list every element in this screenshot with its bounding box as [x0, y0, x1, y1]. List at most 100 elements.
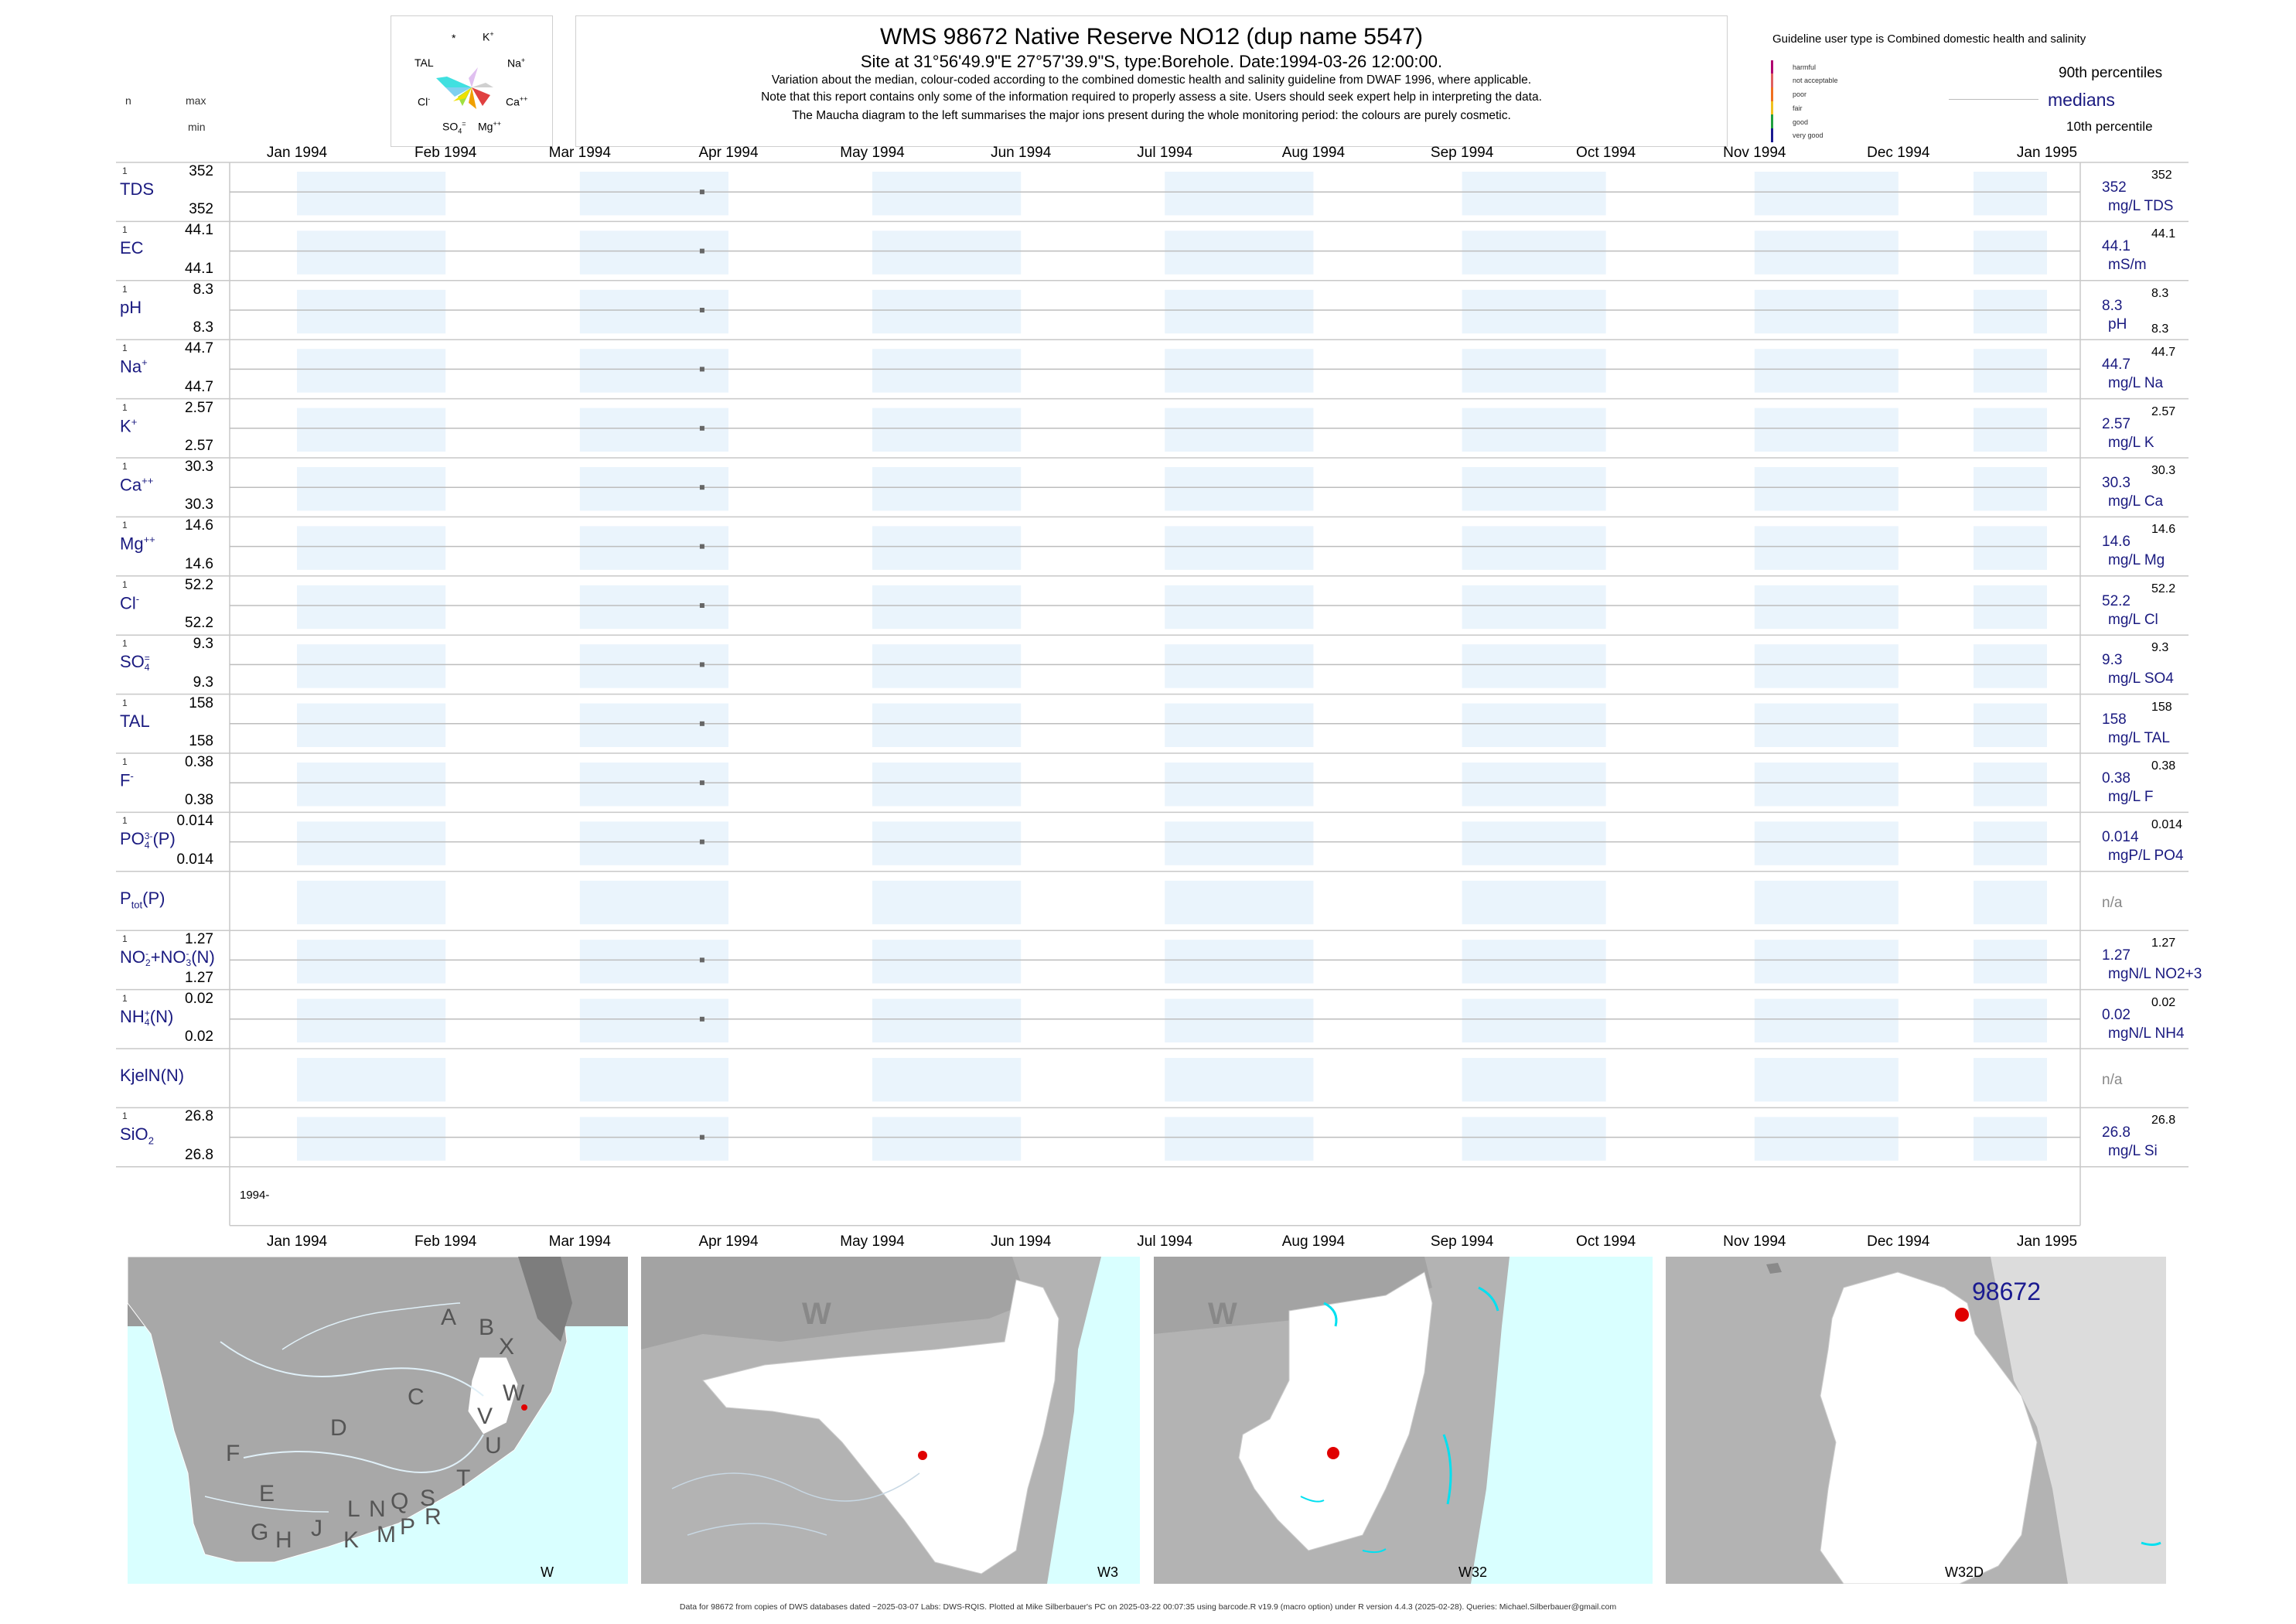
month-tick-top: Mar 1994	[548, 145, 611, 161]
map-w3-region-w: W	[802, 1297, 831, 1331]
month-band	[1462, 230, 1606, 275]
month-band	[579, 763, 728, 807]
month-band	[1974, 940, 2047, 984]
median-value: 14.6	[2102, 534, 2131, 551]
map-label-w: W	[541, 1564, 554, 1580]
month-band	[1165, 1058, 1314, 1102]
p90-value: 0.38	[2151, 759, 2176, 773]
median-value: 44.7	[2102, 357, 2131, 374]
month-band	[1754, 172, 1899, 216]
map-letter-p: P	[400, 1514, 416, 1540]
map-letter-v: V	[477, 1404, 493, 1429]
sample-point	[699, 248, 704, 254]
param-max: 52.2	[185, 576, 213, 593]
month-tick-bottom: Dec 1994	[1867, 1233, 1930, 1250]
month-tick-top: Sep 1994	[1430, 145, 1494, 161]
month-tick-bottom: Sep 1994	[1430, 1233, 1494, 1250]
sample-point	[699, 189, 704, 195]
p90-value: 1.27	[2151, 937, 2176, 950]
map-panel-w3: W W3	[641, 1257, 1140, 1584]
note-line-3: The Maucha diagram to the left summarise…	[792, 109, 1511, 122]
month-band	[1754, 703, 1899, 747]
month-band	[1974, 526, 2047, 570]
month-band	[1165, 172, 1314, 216]
maucha-k: K+	[483, 30, 494, 43]
p90-value: 8.3	[2151, 286, 2169, 300]
month-band	[1165, 998, 1314, 1042]
map-panel-w: A B X W C V D U F T E L N Q S J R G H K …	[128, 1257, 628, 1584]
footer-note: Data for 98672 from copies of DWS databa…	[679, 1602, 1617, 1612]
map-letter-s: S	[420, 1486, 436, 1511]
month-band	[872, 1058, 1022, 1102]
param-max: 2.57	[185, 399, 213, 416]
month-tick-top: Jan 1995	[2016, 145, 2078, 161]
unit-label: mg/L TDS	[2108, 198, 2174, 214]
param-name: Cl-	[120, 592, 140, 613]
param-max: 30.3	[185, 459, 213, 475]
max-header: max	[186, 94, 206, 107]
month-band	[1754, 1058, 1899, 1102]
month-band	[1974, 1117, 2047, 1161]
param-name: Ptot(P)	[120, 888, 165, 911]
month-band	[1754, 526, 1899, 570]
maucha-so4: SO4=	[442, 120, 466, 135]
month-band	[297, 763, 446, 807]
month-tick-bottom: Jul 1994	[1137, 1233, 1193, 1250]
map-letter-g: G	[251, 1520, 269, 1545]
w32-catchment-map	[1154, 1257, 1510, 1584]
param-n: 1	[122, 933, 128, 945]
map-label-w32d: W32D	[1944, 1564, 1984, 1580]
month-tick-top: Feb 1994	[415, 145, 477, 161]
map-letter-l: L	[347, 1496, 360, 1522]
median-na: n/a	[2102, 1072, 2123, 1088]
sample-point	[699, 780, 704, 786]
map-label-w3: W3	[1097, 1564, 1118, 1580]
param-max: 0.38	[185, 754, 213, 770]
sample-point	[699, 485, 704, 490]
month-tick-top: Dec 1994	[1867, 145, 1930, 161]
legend-median-line	[1949, 99, 2038, 100]
month-tick-top: Jun 1994	[991, 145, 1052, 161]
month-tick-bottom: Nov 1994	[1723, 1233, 1786, 1250]
unit-label: mg/L SO4	[2108, 670, 2174, 687]
month-band	[297, 526, 446, 570]
month-band	[1462, 408, 1606, 452]
year-label: 1994-	[240, 1188, 270, 1202]
p10-value: 8.3	[2151, 322, 2169, 336]
month-band	[1974, 763, 2047, 807]
month-band	[1165, 1117, 1314, 1161]
month-tick-top: May 1994	[840, 145, 905, 161]
month-band	[1462, 644, 1606, 688]
month-band	[1754, 289, 1899, 334]
month-band	[579, 230, 728, 275]
month-band	[297, 880, 446, 925]
param-n: 1	[122, 401, 128, 413]
maucha-diagram: * K+ TAL Na+ Cl- Ca++ SO4= Mg++	[391, 15, 553, 147]
map-letter-f: F	[226, 1441, 241, 1466]
param-n: 1	[122, 815, 128, 827]
p90-value: 0.014	[2151, 818, 2183, 832]
month-band	[872, 349, 1022, 393]
median-value: 44.1	[2102, 238, 2131, 255]
param-name: NH +4 (N)	[120, 1006, 174, 1028]
median-value: 8.3	[2102, 297, 2123, 314]
param-max: 352	[189, 163, 213, 179]
param-n: 1	[122, 578, 128, 590]
month-band	[579, 940, 728, 984]
month-band	[1462, 289, 1606, 334]
maucha-cl: Cl-	[418, 95, 431, 108]
month-band	[1974, 644, 2047, 688]
month-band	[1974, 172, 2047, 216]
month-tick-bottom: Jan 1995	[2016, 1233, 2078, 1250]
map-site-label: 98672	[1972, 1278, 2041, 1305]
title-box: WMS 98672 Native Reserve NO12 (dup name …	[575, 15, 1728, 147]
month-band	[872, 1117, 1022, 1161]
guideline-poor: poor	[1793, 90, 1807, 98]
month-tick-top: Apr 1994	[698, 145, 759, 161]
month-band	[1165, 940, 1314, 984]
param-name: F-	[120, 770, 134, 790]
param-name: TDS	[120, 179, 154, 199]
month-band	[579, 880, 728, 925]
month-band	[872, 644, 1022, 688]
legend-medians: medians	[2048, 90, 2115, 110]
